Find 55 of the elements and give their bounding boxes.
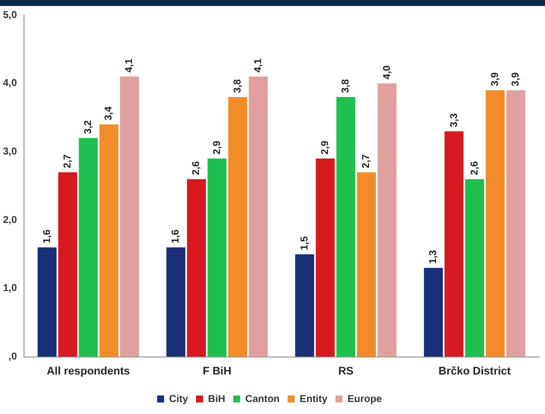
- data-label: 1,6: [42, 229, 53, 244]
- data-label: 3,9: [490, 72, 501, 86]
- bar: [78, 138, 98, 357]
- x-tick-label: F BiH: [202, 365, 232, 378]
- bar: [444, 131, 464, 357]
- y-tick-label: 3,0: [2, 146, 18, 158]
- data-label: 3,4: [104, 106, 115, 120]
- bar: [58, 172, 78, 357]
- bar: [208, 158, 227, 357]
- bar: [465, 179, 484, 357]
- bar: [356, 172, 376, 357]
- y-tick-label: 5,0: [2, 10, 18, 21]
- bar: [295, 254, 314, 357]
- legend-label: City: [169, 394, 188, 405]
- data-label: 2,7: [62, 154, 74, 168]
- bar: [228, 97, 248, 357]
- data-label: 4,0: [382, 65, 393, 80]
- bar: [506, 90, 526, 357]
- data-label: 2,7: [361, 154, 372, 168]
- y-tick-label: ,0: [8, 352, 18, 363]
- bar: [336, 97, 356, 357]
- data-label: 4,1: [124, 58, 136, 73]
- bar: [166, 247, 186, 357]
- data-label: 3,3: [448, 112, 460, 128]
- bar: [248, 76, 268, 357]
- bar: [99, 124, 118, 357]
- data-label: 1,6: [170, 229, 182, 244]
- bar: [378, 83, 397, 357]
- y-tick-label: 1,0: [2, 283, 18, 294]
- bar: [38, 247, 57, 357]
- data-label: 2,9: [212, 140, 223, 155]
- data-label: 4,1: [253, 58, 264, 73]
- bar: [424, 268, 443, 357]
- y-tick-label: 2,0: [2, 214, 18, 226]
- x-tick-label: All respondents: [46, 365, 130, 378]
- data-label: 1,5: [299, 236, 310, 250]
- legend-label: Canton: [245, 394, 280, 405]
- data-label: 3,2: [83, 120, 94, 134]
- data-label: 1,3: [428, 250, 440, 264]
- bar: [186, 179, 206, 357]
- bar: [486, 90, 505, 357]
- legend-label: Entity: [300, 394, 328, 405]
- data-label: 3,9: [510, 72, 522, 86]
- data-label: 3,8: [232, 78, 244, 94]
- data-label: 3,8: [340, 78, 352, 94]
- legend-label: Europe: [347, 394, 382, 405]
- y-tick-label: 4,0: [2, 78, 18, 90]
- bar: [316, 158, 335, 357]
- x-tick-label: Brčko District: [438, 365, 512, 378]
- data-label: 2,6: [191, 160, 202, 176]
- x-tick-label: RS: [338, 365, 354, 378]
- legend-label: BiH: [208, 394, 226, 405]
- data-label: 2,9: [320, 140, 331, 155]
- data-label: 2,6: [469, 160, 480, 176]
- bar: [120, 76, 139, 357]
